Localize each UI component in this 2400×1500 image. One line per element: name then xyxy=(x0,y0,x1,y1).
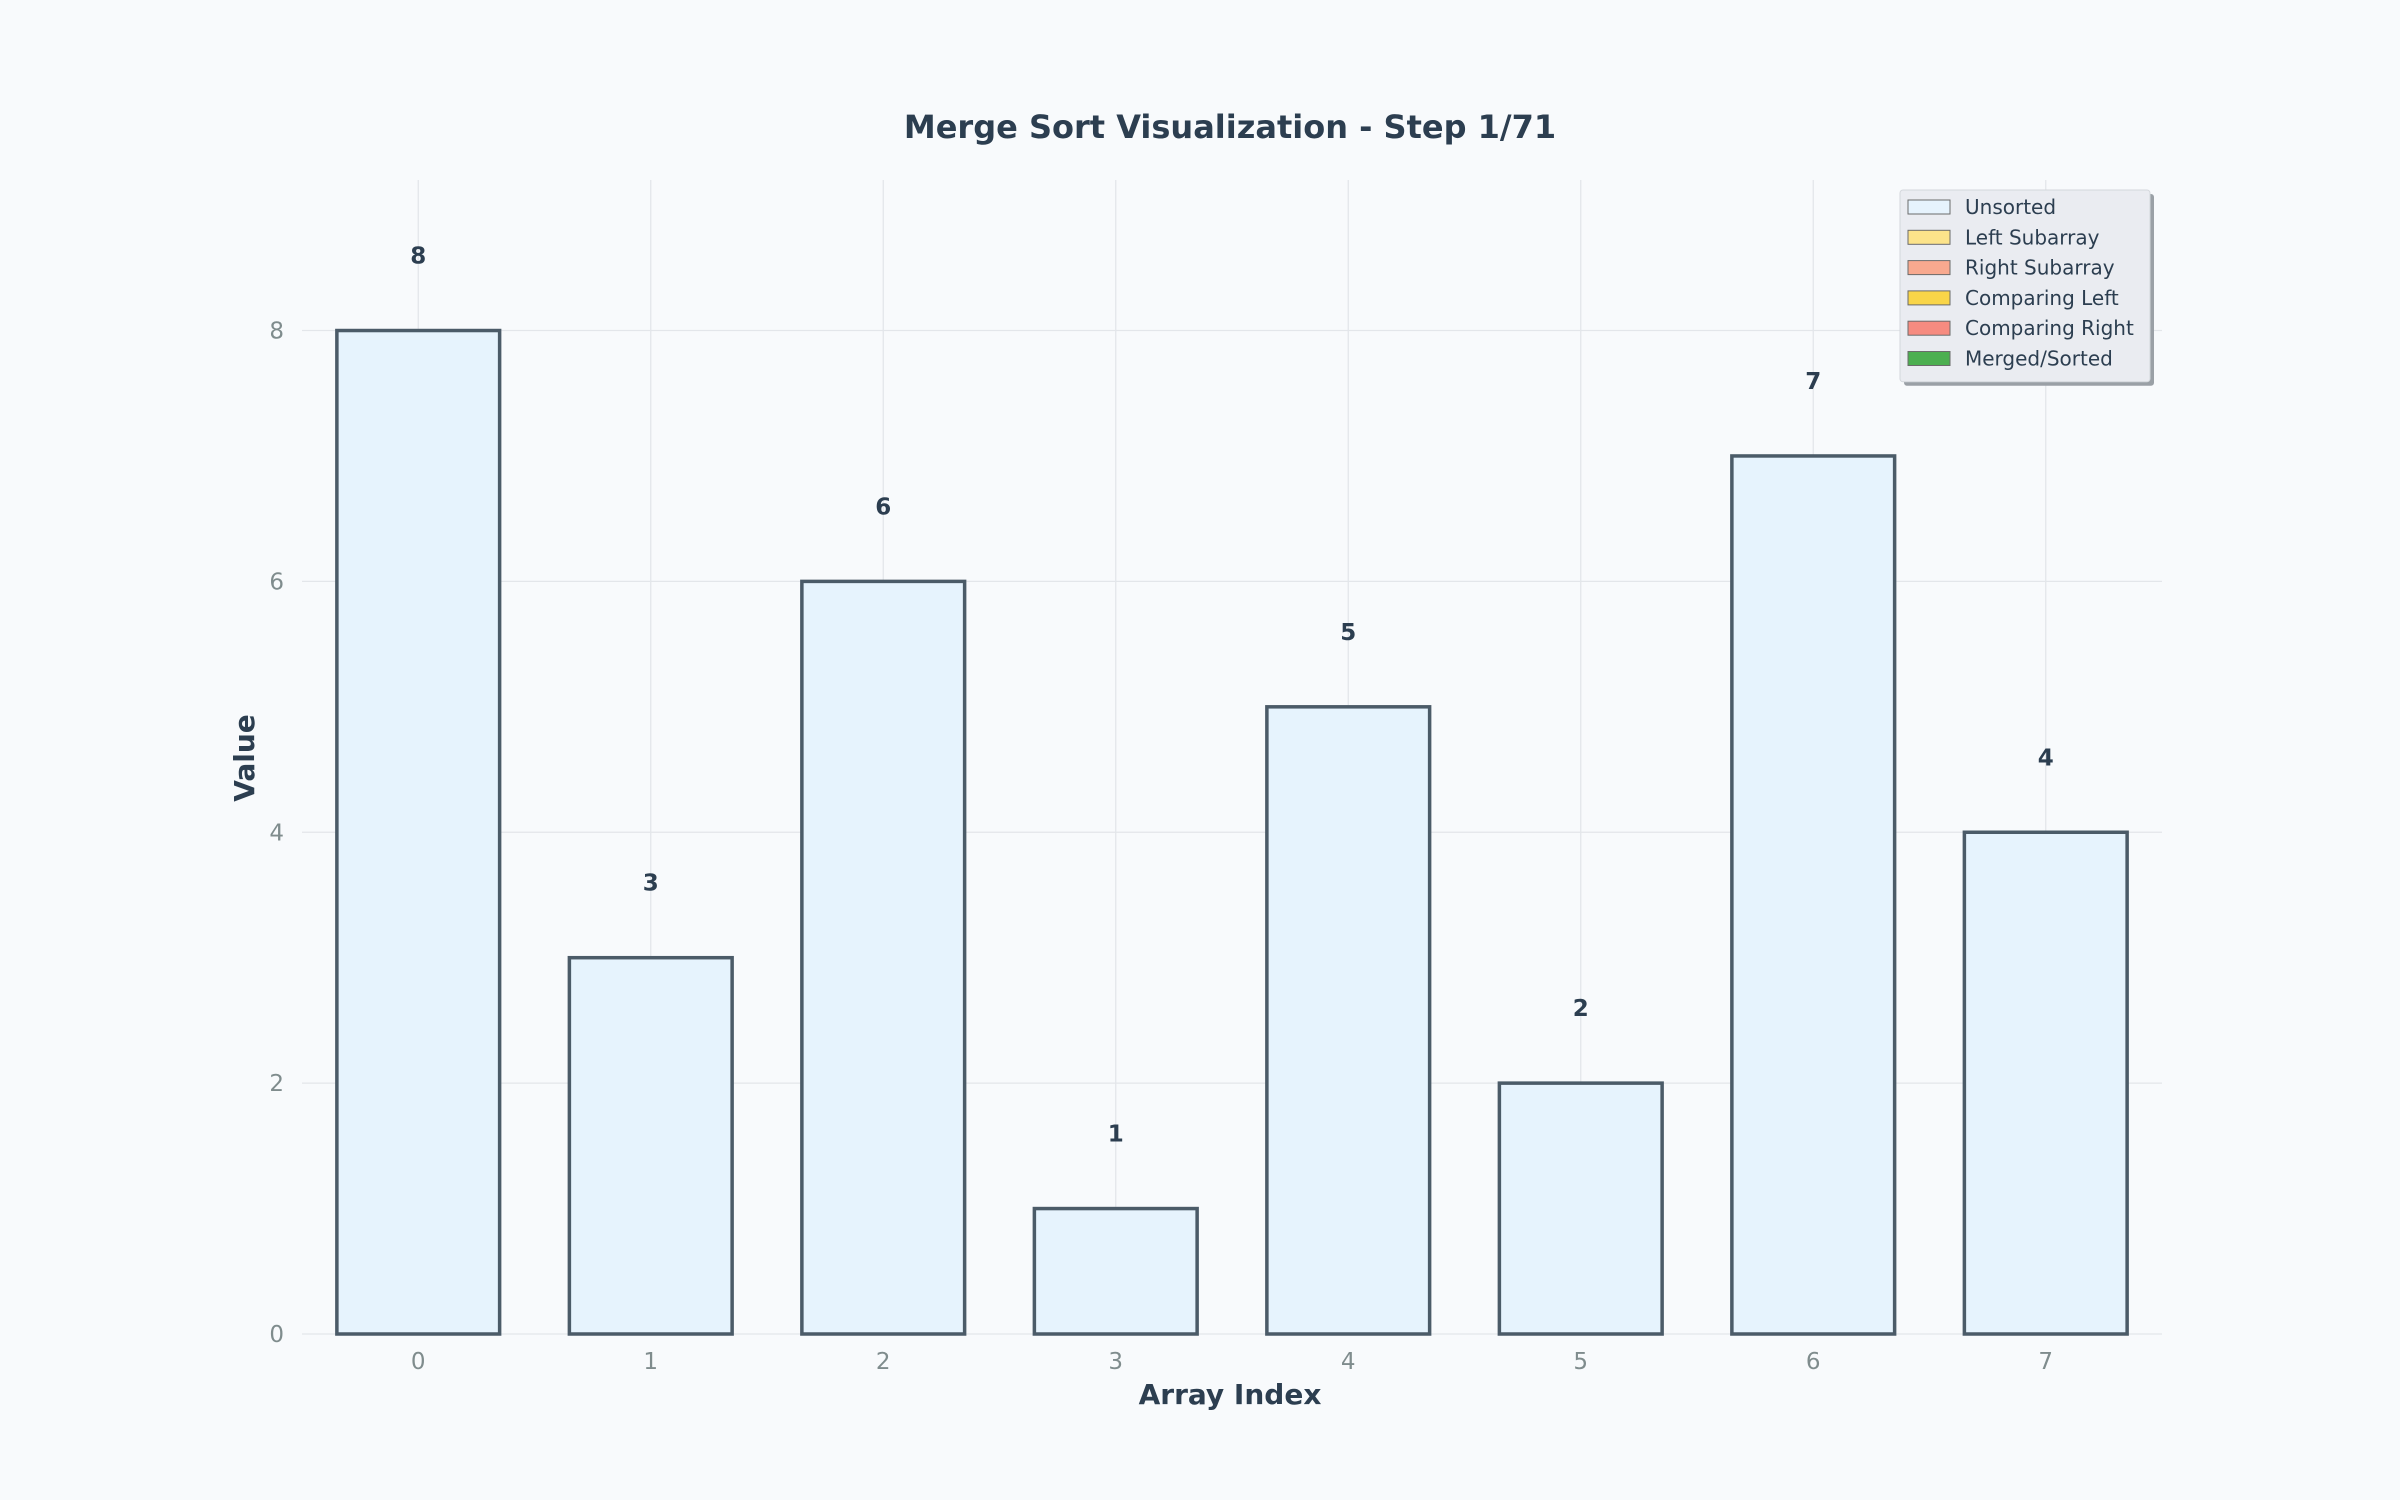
x-tick-label: 5 xyxy=(1573,1349,1588,1375)
data-labels: 8 3 6 1 5 2 7 4 xyxy=(410,244,2054,1148)
bar xyxy=(1265,705,1432,1336)
legend-entry-label: Comparing Left xyxy=(1965,286,2119,310)
bar xyxy=(1497,1081,1664,1336)
x-tick-label: 0 xyxy=(411,1349,426,1375)
chart-title: Merge Sort Visualization - Step 1/71 xyxy=(904,108,1556,146)
legend-entry-label: Unsorted xyxy=(1965,195,2056,219)
x-tick-label: 4 xyxy=(1341,1349,1356,1375)
y-tick-label: 6 xyxy=(269,569,284,595)
legend-swatch xyxy=(1907,320,1951,336)
bar xyxy=(1730,454,1897,1336)
bar-value-label: 1 xyxy=(1108,1122,1124,1148)
bar-value-label: 3 xyxy=(643,871,659,897)
y-axis-label: Value xyxy=(228,714,261,802)
x-tick-label: 3 xyxy=(1108,1349,1123,1375)
bar-value-label: 2 xyxy=(1573,996,1589,1022)
legend: Unsorted Left Subarray Right Subarray Compa… xyxy=(1899,189,2154,386)
bars xyxy=(335,328,2129,1336)
bar xyxy=(335,328,502,1336)
x-tick-label: 2 xyxy=(876,1349,891,1375)
x-tick-label: 1 xyxy=(643,1349,658,1375)
legend-entry-label: Comparing Right xyxy=(1965,316,2134,340)
legend-swatch xyxy=(1907,199,1951,215)
bar-value-label: 5 xyxy=(1340,620,1356,646)
y-tick-label: 4 xyxy=(269,820,284,846)
legend-swatch xyxy=(1907,351,1951,366)
x-axis-label: Array Index xyxy=(1139,1378,1322,1411)
legend-entry-label: Merged/Sorted xyxy=(1965,347,2113,371)
bar-value-label: 7 xyxy=(1805,369,1821,395)
ticks: 0 2 4 6 8 0 1 2 3 4 5 6 7 xyxy=(269,319,2053,1375)
x-tick-label: 6 xyxy=(1806,1349,1821,1375)
bar-value-label: 4 xyxy=(2038,745,2054,771)
legend-swatch xyxy=(1907,290,1951,306)
legend-entry-label: Left Subarray xyxy=(1965,225,2100,249)
bar xyxy=(1962,830,2129,1336)
bar xyxy=(1032,1206,1199,1336)
legend-swatch xyxy=(1907,229,1951,245)
y-tick-label: 8 xyxy=(269,319,284,345)
bar-value-label: 6 xyxy=(875,494,891,520)
bar xyxy=(800,579,967,1336)
legend-entry-label: Right Subarray xyxy=(1965,256,2115,280)
y-tick-label: 2 xyxy=(269,1071,284,1097)
legend-box xyxy=(1899,189,2151,383)
bar-value-label: 8 xyxy=(410,244,426,270)
legend-swatch xyxy=(1907,260,1951,276)
x-tick-label: 7 xyxy=(2038,1349,2053,1375)
bar xyxy=(567,955,734,1336)
y-tick-label: 0 xyxy=(269,1322,284,1348)
